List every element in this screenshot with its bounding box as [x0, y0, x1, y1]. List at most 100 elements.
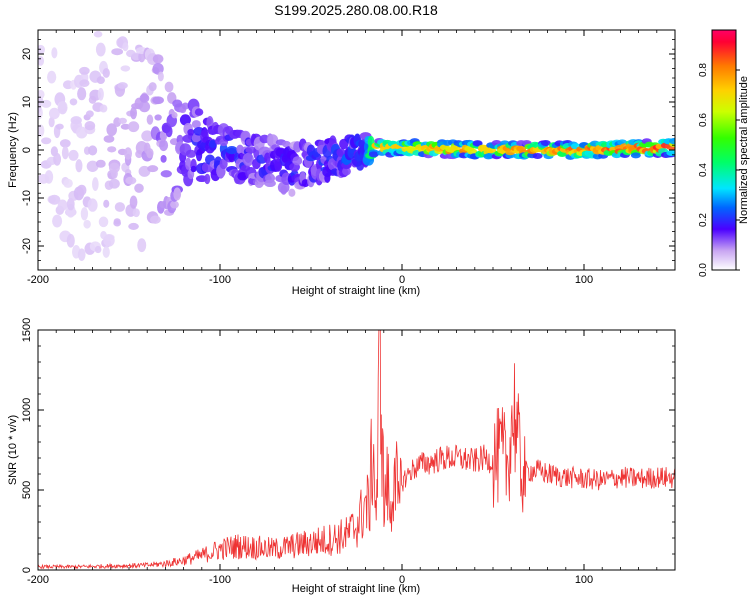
snr-x-axis-label: Height of straight line (km): [292, 583, 420, 595]
spectrogram-cell: [70, 116, 82, 125]
snr-y-tick-label: 1500: [21, 318, 33, 342]
spectrogram-y-axis-label: Frequency (Hz): [7, 112, 19, 188]
spectrogram-cell: [181, 102, 190, 110]
spectrogram-cell: [93, 31, 103, 38]
spectrogram-cell: [226, 145, 238, 155]
spectrogram-cell: [59, 139, 71, 148]
spectrogram-cell: [138, 101, 151, 113]
spectrogram-cell: [292, 156, 303, 166]
spectrogram-cell: [61, 146, 69, 160]
spectrogram-cell: [95, 159, 106, 168]
spectrogram-cells: [38, 31, 675, 261]
spectrogram-cell: [157, 71, 164, 82]
spectrogram-cell: [204, 173, 211, 185]
spectrogram-cell: [152, 96, 164, 105]
spectrogram-cell: [342, 167, 351, 176]
spectrogram-cell: [48, 194, 61, 205]
spectrogram-cell: [79, 79, 90, 87]
spectrogram-cell: [66, 233, 75, 248]
snr-x-tick-label: 0: [399, 574, 405, 586]
snr-x-tick-label: -200: [27, 574, 49, 586]
spectrogram-cell: [242, 152, 254, 167]
spectrogram-cell: [113, 218, 121, 225]
spectrogram-cell: [38, 124, 45, 137]
spectrogram-cell: [472, 140, 483, 147]
spectrogram-cell: [194, 108, 204, 116]
spectrogram-y-tick-label: 20: [21, 48, 33, 60]
spectrogram-cell: [103, 199, 110, 208]
spectrogram-cell: [51, 47, 58, 59]
spectrogram-cell: [95, 42, 106, 57]
snr-x-tick-label: -100: [209, 574, 231, 586]
chart-title: S199.2025.280.08.00.R18: [274, 2, 438, 18]
spectrogram-cell: [467, 148, 478, 155]
spectrogram-cell: [97, 87, 104, 101]
spectrogram-cell: [219, 158, 228, 170]
spectrogram-cell: [48, 107, 60, 120]
spectrogram-cell: [160, 170, 172, 178]
spectrogram-cell: [146, 148, 154, 159]
spectrogram-cell: [77, 87, 87, 101]
colorbar-ticks: 0.0 0.2 0.4 0.6 0.8: [698, 63, 740, 277]
spectrogram-y-tick-label: -10: [21, 190, 33, 206]
spectrogram-cell: [190, 165, 197, 173]
spectrogram-cell: [152, 54, 164, 64]
spectrogram-cell: [47, 70, 57, 84]
spectrogram-cell: [41, 137, 52, 145]
spectrogram-cell: [87, 198, 98, 212]
spectrogram-cell: [102, 246, 110, 258]
spectrogram-x-tick-label: -100: [209, 274, 231, 286]
spectrogram-cell: [53, 152, 62, 166]
spectrogram-cell: [75, 159, 83, 173]
spectrogram-cell: [85, 110, 94, 118]
spectrogram-cell: [76, 184, 87, 196]
spectrogram-cell: [125, 176, 137, 185]
spectrogram-cell: [98, 216, 109, 228]
spectrogram-cell: [122, 42, 129, 52]
spectrogram-cell: [58, 100, 67, 113]
spectrogram-cell: [368, 151, 379, 158]
spectrogram-cell: [84, 121, 96, 131]
spectrogram-cell: [118, 117, 127, 124]
spectrogram-cell: [630, 152, 641, 159]
spectrogram-cell: [77, 248, 86, 261]
spectrogram-cell: [117, 82, 128, 89]
spectrogram-cell: [52, 214, 63, 228]
spectrogram-cell: [120, 123, 130, 130]
snr-x-tick-label: 100: [575, 574, 593, 586]
spectrogram-cell: [280, 185, 287, 195]
spectrogram-cell: [127, 121, 140, 133]
spectrogram-cell: [208, 139, 217, 148]
spectrogram-cell: [669, 138, 675, 145]
spectrogram-cell: [282, 140, 291, 148]
spectrogram-cell: [191, 134, 202, 143]
spectrogram-cell: [128, 222, 139, 230]
spectrogram-cell: [160, 154, 167, 163]
spectrogram-cell: [96, 76, 105, 85]
spectrogram-cell: [68, 149, 79, 161]
snr-y-tick-label: 0: [21, 567, 33, 573]
spectrogram-cell: [44, 170, 54, 184]
spectrogram-cell: [336, 148, 346, 157]
spectrogram-cell: [139, 93, 150, 103]
spectrogram-y-tick-label: -20: [21, 238, 33, 254]
spectrogram-cell: [69, 98, 78, 106]
spectrogram-cell: [38, 89, 45, 99]
spectrogram-cell: [173, 187, 182, 201]
spectrogram-y-tick-label: 0: [21, 147, 33, 153]
spectrogram-cell: [171, 111, 178, 119]
spectrogram-cell: [79, 66, 90, 75]
spectrogram-cell: [92, 177, 99, 192]
spectrogram-cell: [102, 68, 110, 78]
spectrogram-cell: [66, 197, 75, 211]
spectrogram-cell: [159, 139, 169, 152]
spectrogram-cell: [165, 125, 173, 138]
colorbar-tick-label: 0.2: [698, 213, 709, 227]
spectrogram-cell: [134, 183, 144, 193]
spectrogram-cell: [48, 116, 55, 128]
spectrogram-cell: [264, 179, 276, 188]
spectrogram-cell: [228, 152, 236, 163]
colorbar-gradient: [711, 29, 737, 271]
